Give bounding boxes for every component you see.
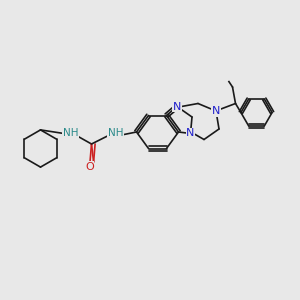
Text: N: N [173,101,181,112]
Text: NH: NH [63,128,78,139]
Text: O: O [85,161,94,172]
Text: NH: NH [108,128,123,139]
Text: N: N [186,128,195,139]
Text: N: N [212,106,220,116]
